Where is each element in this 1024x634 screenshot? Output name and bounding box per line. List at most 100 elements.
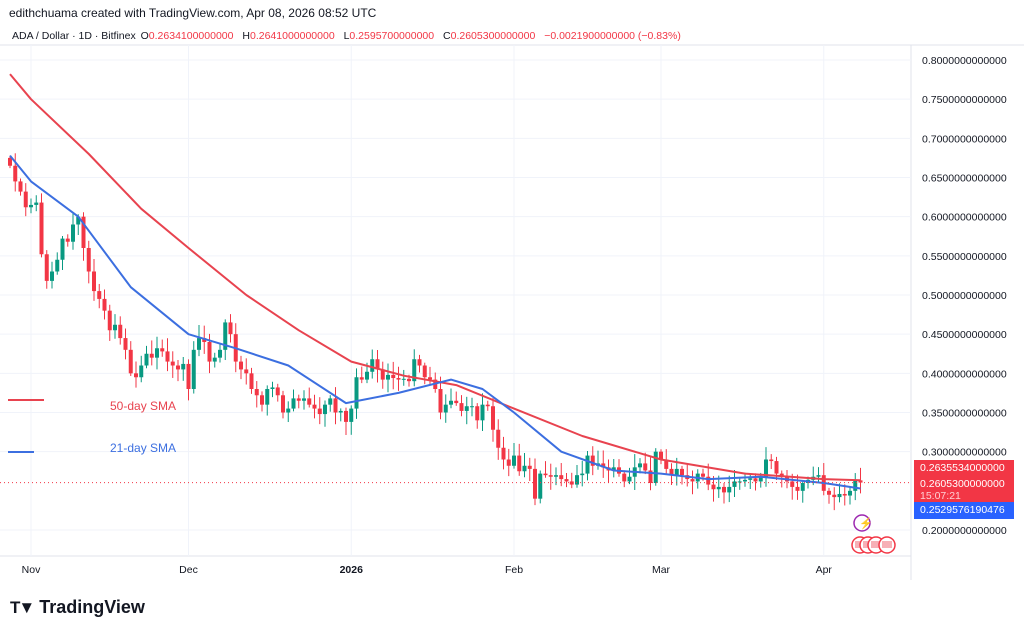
candle-body: [743, 479, 747, 482]
tradingview-logo: T▼ TradingView: [10, 597, 145, 618]
candle-body: [344, 410, 348, 422]
candle-body: [774, 461, 779, 474]
candle-body: [123, 338, 128, 350]
symbol-name[interactable]: ADA / Dollar · 1D · Bitfinex: [12, 30, 136, 42]
candle-body: [29, 204, 33, 208]
y-tick-label: 0.2000000000000: [922, 525, 1007, 537]
candle-body: [396, 378, 401, 380]
open-label: O: [140, 30, 149, 42]
candle-body: [517, 455, 522, 472]
candle-body: [422, 365, 427, 378]
candle-body: [44, 254, 49, 281]
candle-body: [627, 476, 632, 482]
close-value: 0.2605300000000: [450, 30, 536, 42]
candle-body: [407, 378, 411, 382]
candle-body: [449, 400, 453, 405]
candle-body: [680, 468, 684, 476]
y-tick-label: 0.6000000000000: [922, 212, 1007, 224]
y-tick-label: 0.5000000000000: [922, 290, 1007, 302]
candle-body: [575, 475, 579, 485]
candle-body: [197, 338, 201, 350]
y-tick-label: 0.7500000000000: [922, 94, 1007, 106]
close-label: C: [443, 30, 451, 42]
last-price: 0.2605300000000: [920, 478, 1005, 490]
candle-body: [464, 406, 469, 411]
candle-body: [438, 389, 443, 413]
x-tick-label: Mar: [652, 564, 671, 576]
candle-body: [307, 398, 312, 405]
candle-body: [643, 463, 648, 471]
candle-body: [412, 359, 417, 382]
candle-body: [538, 473, 543, 499]
candle-body: [50, 271, 54, 281]
candle-body: [270, 387, 275, 389]
x-tick-label: 2026: [340, 564, 364, 576]
candle-body: [638, 463, 642, 468]
candle-body: [71, 224, 75, 242]
candle-body: [522, 465, 527, 472]
high-label: H: [242, 30, 250, 42]
candle-body: [827, 490, 831, 495]
tradingview-logo-icon: T▼: [10, 597, 35, 617]
candle-body: [160, 348, 165, 352]
lightning-event-icon: [853, 514, 871, 532]
candle-body: [527, 465, 532, 469]
candle-body: [853, 480, 858, 491]
candle-body: [18, 181, 23, 192]
candle-body: [170, 361, 175, 366]
y-tick-label: 0.8000000000000: [922, 55, 1007, 67]
candle-body: [281, 395, 285, 413]
candle-body: [569, 481, 574, 485]
candle-body: [244, 369, 249, 374]
candle-body: [207, 342, 212, 362]
candle-body: [858, 480, 863, 483]
candle-body: [601, 463, 606, 468]
candle-body: [501, 447, 506, 460]
y-tick-label: 0.4000000000000: [922, 368, 1007, 380]
candle-body: [223, 322, 228, 350]
candle-body: [365, 371, 369, 380]
low-value: 0.2595700000000: [349, 30, 435, 42]
candle-body: [181, 363, 186, 370]
sma50-line: [9, 73, 861, 482]
candle-body: [286, 408, 291, 413]
candle-body: [102, 298, 107, 311]
candle-body: [491, 406, 495, 430]
candle-body: [338, 410, 343, 413]
candle-body: [139, 365, 144, 378]
candle-body: [669, 468, 674, 476]
candle-body: [506, 459, 511, 466]
low-label: L: [343, 30, 350, 42]
countdown: 15:07:21: [920, 490, 961, 502]
candle-body: [107, 310, 112, 331]
candle-body: [317, 408, 322, 415]
candle-body: [65, 238, 70, 242]
candle-body: [354, 377, 359, 409]
candle-body: [690, 479, 695, 482]
candle-body: [391, 374, 396, 379]
candle-body: [496, 429, 501, 448]
candle-body: [97, 291, 102, 299]
candle-body: [349, 408, 354, 422]
us-flag-icon: [882, 541, 892, 548]
candle-body: [401, 378, 406, 380]
candle-body: [202, 338, 207, 342]
candle-body: [86, 248, 91, 272]
candle-body: [711, 484, 716, 490]
candle-body: [359, 377, 364, 380]
candle-body: [328, 398, 333, 405]
candle-body: [149, 353, 154, 358]
candle-body: [81, 216, 86, 248]
x-tick-label: Feb: [505, 564, 523, 576]
y-tick-label: 0.4500000000000: [922, 329, 1007, 341]
candle-body: [753, 478, 758, 482]
candle-body: [55, 259, 60, 272]
candle-body: [323, 404, 327, 415]
lightning-glyph-icon: ⚡: [859, 517, 873, 530]
candle-body: [590, 455, 595, 466]
candle-body: [769, 459, 774, 462]
candle-body: [764, 459, 768, 477]
candle-body: [118, 324, 123, 339]
candle-body: [296, 398, 301, 401]
